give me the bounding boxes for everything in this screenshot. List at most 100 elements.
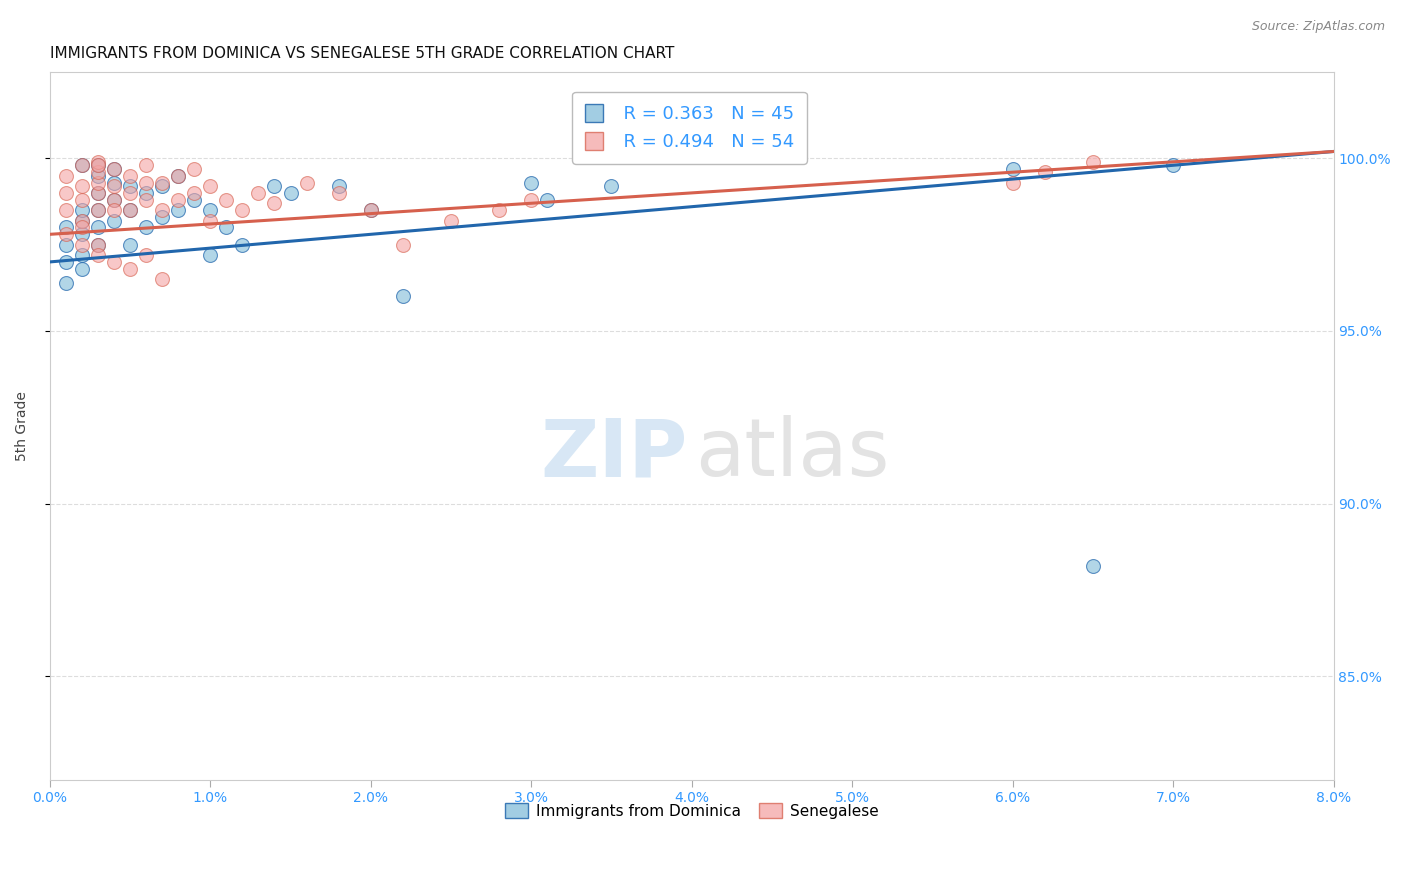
Point	[167, 193, 190, 207]
Point	[135, 176, 157, 190]
Point	[200, 203, 222, 218]
Point	[55, 186, 77, 200]
Point	[103, 176, 125, 190]
Point	[87, 237, 110, 252]
Point	[440, 213, 463, 227]
Point	[87, 237, 110, 252]
Point	[295, 176, 318, 190]
Point	[70, 193, 93, 207]
Point	[70, 213, 93, 227]
Point	[280, 186, 302, 200]
Point	[488, 203, 510, 218]
Point	[263, 179, 285, 194]
Point	[360, 203, 382, 218]
Point	[135, 193, 157, 207]
Point	[55, 220, 77, 235]
Point	[70, 220, 93, 235]
Point	[87, 220, 110, 235]
Point	[1081, 154, 1104, 169]
Point	[200, 179, 222, 194]
Point	[150, 210, 173, 224]
Point	[103, 193, 125, 207]
Point	[103, 203, 125, 218]
Point	[70, 179, 93, 194]
Legend: Immigrants from Dominica, Senegalese: Immigrants from Dominica, Senegalese	[499, 797, 884, 825]
Point	[87, 154, 110, 169]
Point	[87, 169, 110, 183]
Point	[55, 255, 77, 269]
Point	[103, 161, 125, 176]
Point	[1081, 558, 1104, 573]
Point	[150, 203, 173, 218]
Point	[70, 227, 93, 242]
Point	[183, 186, 205, 200]
Point	[103, 193, 125, 207]
Point	[70, 203, 93, 218]
Point	[135, 248, 157, 262]
Point	[70, 213, 93, 227]
Point	[167, 169, 190, 183]
Point	[231, 237, 253, 252]
Point	[70, 158, 93, 172]
Point	[200, 213, 222, 227]
Point	[135, 158, 157, 172]
Point	[70, 237, 93, 252]
Point	[120, 179, 142, 194]
Point	[87, 158, 110, 172]
Point	[200, 248, 222, 262]
Point	[247, 186, 270, 200]
Point	[231, 203, 253, 218]
Text: ZIP: ZIP	[540, 415, 688, 493]
Point	[87, 186, 110, 200]
Point	[87, 176, 110, 190]
Point	[103, 161, 125, 176]
Point	[328, 179, 350, 194]
Point	[150, 179, 173, 194]
Point	[1001, 161, 1024, 176]
Text: IMMIGRANTS FROM DOMINICA VS SENEGALESE 5TH GRADE CORRELATION CHART: IMMIGRANTS FROM DOMINICA VS SENEGALESE 5…	[49, 46, 675, 62]
Text: Source: ZipAtlas.com: Source: ZipAtlas.com	[1251, 20, 1385, 33]
Point	[120, 186, 142, 200]
Point	[263, 196, 285, 211]
Point	[600, 179, 623, 194]
Point	[103, 213, 125, 227]
Point	[55, 276, 77, 290]
Point	[215, 220, 238, 235]
Point	[70, 248, 93, 262]
Point	[103, 179, 125, 194]
Point	[120, 261, 142, 276]
Point	[55, 227, 77, 242]
Point	[120, 169, 142, 183]
Point	[167, 203, 190, 218]
Point	[215, 193, 238, 207]
Point	[150, 272, 173, 286]
Point	[1033, 165, 1056, 179]
Point	[87, 165, 110, 179]
Y-axis label: 5th Grade: 5th Grade	[15, 391, 30, 461]
Point	[150, 176, 173, 190]
Point	[70, 158, 93, 172]
Point	[120, 237, 142, 252]
Text: atlas: atlas	[696, 415, 890, 493]
Point	[87, 248, 110, 262]
Point	[1161, 158, 1184, 172]
Point	[87, 158, 110, 172]
Point	[87, 203, 110, 218]
Point	[55, 169, 77, 183]
Point	[70, 261, 93, 276]
Point	[360, 203, 382, 218]
Point	[536, 193, 558, 207]
Point	[520, 176, 543, 190]
Point	[87, 203, 110, 218]
Point	[120, 203, 142, 218]
Point	[135, 186, 157, 200]
Point	[328, 186, 350, 200]
Point	[392, 237, 415, 252]
Point	[55, 203, 77, 218]
Point	[1001, 176, 1024, 190]
Point	[120, 203, 142, 218]
Point	[87, 186, 110, 200]
Point	[183, 193, 205, 207]
Point	[103, 255, 125, 269]
Point	[167, 169, 190, 183]
